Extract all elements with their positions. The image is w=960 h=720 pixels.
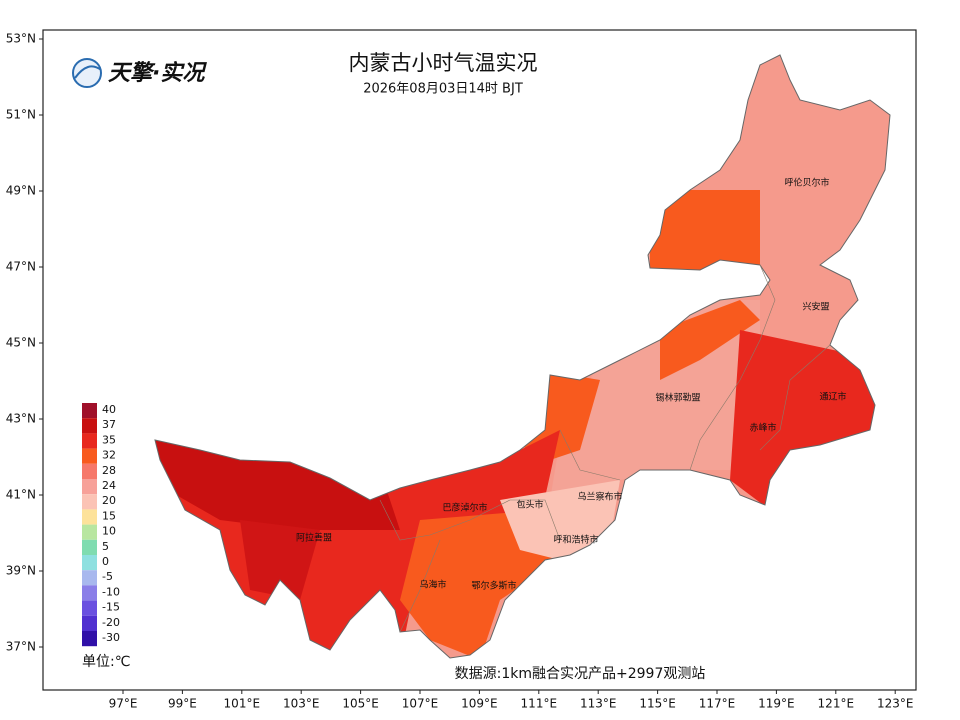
temperature-field — [155, 55, 890, 658]
city-label: 阿拉善盟 — [296, 532, 332, 544]
city-labels: 呼伦贝尔市 兴安盟 锡林郭勒盟 通辽市 赤峰市 乌兰察布市 包头市 巴彦淖尔市 … — [296, 177, 847, 592]
x-tick-label: 117°E — [699, 697, 736, 711]
legend-label: 37 — [102, 418, 116, 431]
legend-swatch — [82, 539, 97, 555]
legend-label: 20 — [102, 494, 116, 507]
city-label: 乌海市 — [419, 579, 446, 591]
legend-swatch — [82, 463, 97, 479]
subtitle: 2026年08月03日14时 BJT — [363, 82, 523, 97]
logo-icon — [72, 58, 102, 88]
legend-label: 28 — [102, 464, 116, 477]
city-label: 通辽市 — [819, 391, 846, 403]
x-tick-label: 103°E — [283, 697, 320, 711]
city-label: 呼和浩特市 — [553, 534, 598, 546]
legend-swatch — [82, 448, 97, 464]
x-tick-label: 113°E — [580, 697, 617, 711]
unit-label: 单位:℃ — [82, 654, 130, 670]
x-tick-label: 97°E — [109, 697, 138, 711]
city-label: 巴彦淖尔市 — [442, 502, 487, 514]
x-tick-label: 99°E — [168, 697, 197, 711]
city-label: 鄂尔多斯市 — [471, 580, 516, 592]
logo-text: 天擎·实况 — [108, 60, 207, 86]
legend-label: 10 — [102, 525, 116, 538]
legend-swatch — [82, 615, 97, 631]
legend-label: 15 — [102, 509, 116, 522]
city-label: 兴安盟 — [802, 301, 829, 313]
legend-label: 32 — [102, 449, 116, 462]
legend-label: -20 — [102, 616, 120, 629]
y-tick-label: 47°N — [6, 260, 36, 274]
x-tick-label: 123°E — [877, 697, 914, 711]
y-tick-label: 43°N — [6, 412, 36, 426]
y-tick-label: 37°N — [6, 640, 36, 654]
legend-label: 0 — [102, 555, 109, 568]
league-borders — [379, 264, 831, 633]
x-tick-label: 109°E — [461, 697, 498, 711]
legend: 40 37 35 32 28 24 20 15 10 5 0 -5 -10 -15 -20 -30 — [82, 403, 120, 647]
legend-swatch — [82, 600, 97, 616]
x-tick-label: 101°E — [224, 697, 261, 711]
legend-swatch — [82, 403, 97, 419]
legend-swatch — [82, 509, 97, 525]
legend-label: -15 — [102, 601, 120, 614]
city-label: 乌兰察布市 — [577, 491, 622, 503]
x-tick-label: 105°E — [342, 697, 379, 711]
legend-label: -10 — [102, 585, 120, 598]
legend-swatch — [82, 494, 97, 510]
legend-swatch — [82, 479, 97, 495]
legend-swatch — [82, 433, 97, 449]
legend-label: 5 — [102, 540, 109, 553]
legend-swatch — [82, 418, 97, 434]
city-label: 包头市 — [516, 499, 543, 511]
legend-label: 35 — [102, 433, 116, 446]
logo: 天擎·实况 — [72, 58, 207, 88]
y-tick-label: 45°N — [6, 336, 36, 350]
legend-label: -5 — [102, 570, 113, 583]
legend-swatch — [82, 524, 97, 540]
city-label: 赤峰市 — [749, 422, 776, 434]
x-tick-label: 107°E — [402, 697, 439, 711]
legend-label: -30 — [102, 631, 120, 644]
city-label: 锡林郭勒盟 — [655, 392, 700, 404]
x-tick-label: 111°E — [521, 697, 558, 711]
x-tick-label: 115°E — [639, 697, 676, 711]
y-tick-label: 49°N — [6, 184, 36, 198]
title: 内蒙古小时气温实况 — [349, 51, 538, 75]
source-note: 数据源:1km融合实况产品+2997观测站 — [455, 666, 706, 682]
y-tick-label: 41°N — [6, 488, 36, 502]
legend-swatch — [82, 555, 97, 571]
legend-swatch — [82, 585, 97, 601]
legend-label: 40 — [102, 403, 116, 416]
x-tick-label: 121°E — [818, 697, 855, 711]
y-tick-label: 51°N — [6, 108, 36, 122]
legend-swatch — [82, 631, 97, 647]
axes: 97°E 99°E 101°E 103°E 105°E 107°E 109°E 111°E 11… — [6, 32, 914, 711]
city-label: 呼伦贝尔市 — [784, 177, 829, 189]
y-tick-label: 53°N — [6, 32, 36, 46]
legend-label: 24 — [102, 479, 116, 492]
y-tick-label: 39°N — [6, 564, 36, 578]
x-tick-label: 119°E — [758, 697, 795, 711]
legend-swatch — [82, 570, 97, 586]
